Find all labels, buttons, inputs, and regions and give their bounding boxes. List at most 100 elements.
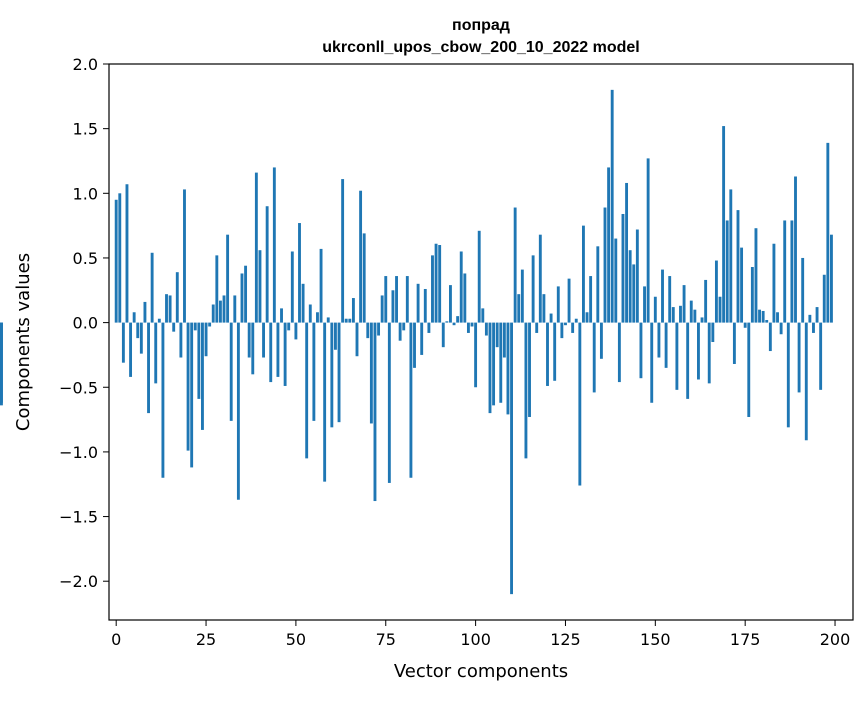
bar [179, 322, 183, 358]
bar [743, 322, 747, 328]
bar [492, 322, 496, 406]
x-tick-label: 75 [376, 630, 396, 649]
bar [434, 243, 438, 323]
bar [582, 225, 585, 323]
bar [556, 286, 560, 323]
bar [506, 322, 510, 415]
bar [366, 322, 370, 339]
bar [387, 322, 391, 483]
bar [686, 322, 690, 399]
y-tick-label: −1.5 [59, 508, 98, 527]
bar [449, 285, 452, 323]
bar [610, 89, 614, 323]
x-tick-label: 100 [460, 630, 491, 649]
bar [517, 294, 521, 323]
bar [657, 322, 661, 358]
bar [287, 322, 291, 331]
bar [236, 322, 240, 500]
bar [553, 322, 557, 381]
bar [758, 309, 761, 323]
x-tick-label: 175 [730, 630, 761, 649]
bar [341, 179, 345, 323]
bar [312, 322, 316, 421]
bar [377, 322, 381, 336]
bar [830, 234, 833, 323]
bar [226, 234, 230, 323]
y-tick-label: −1.0 [59, 443, 98, 462]
bar [747, 322, 751, 417]
bar [632, 264, 636, 323]
bar [617, 322, 621, 383]
bar [786, 322, 790, 428]
bar [427, 322, 431, 333]
bar [653, 296, 657, 323]
plot-frame [108, 63, 854, 621]
bar [488, 322, 492, 414]
bar [305, 322, 309, 459]
y-tick-label: 0.5 [73, 249, 98, 268]
bar [646, 158, 650, 323]
bar [549, 313, 553, 323]
bar [301, 283, 305, 323]
bar [776, 312, 779, 323]
bar [157, 318, 161, 323]
bar [348, 318, 352, 323]
bar [668, 276, 672, 323]
bar [801, 257, 805, 323]
bar [147, 322, 150, 414]
bar [603, 207, 607, 323]
bar [121, 322, 125, 363]
bar [621, 213, 625, 323]
bar [794, 176, 797, 323]
bar [531, 255, 535, 323]
bar [704, 279, 708, 323]
y-tick-label: 0.0 [73, 314, 98, 333]
bar [441, 322, 445, 348]
bar [495, 322, 499, 348]
bar [334, 322, 337, 350]
chart-subtitle: ukrconll_upos_cbow_200_10_2022 model [322, 39, 639, 56]
bar [143, 301, 147, 323]
bar [718, 296, 722, 323]
bar [431, 255, 434, 323]
bar [528, 322, 531, 417]
bar [808, 314, 812, 323]
bar [682, 285, 686, 323]
bar [254, 172, 258, 323]
bar [154, 322, 158, 384]
bar [466, 322, 470, 333]
bar [283, 322, 287, 386]
bar [819, 322, 823, 390]
y-tick-label: −2.0 [59, 572, 98, 591]
x-axis-label: Vector components [394, 661, 568, 682]
bar [474, 322, 478, 388]
bar [125, 184, 129, 323]
bar [355, 322, 359, 357]
bar [438, 245, 442, 323]
bar [797, 322, 801, 393]
bar [405, 276, 409, 323]
bar [190, 322, 194, 468]
bar [783, 220, 787, 323]
bar [510, 322, 513, 595]
bar [269, 322, 273, 383]
bar [280, 308, 283, 323]
bar [276, 322, 280, 377]
bar [700, 317, 704, 323]
bar [258, 250, 262, 323]
bar [420, 322, 424, 355]
bar [560, 322, 564, 339]
bar [423, 288, 427, 323]
bar [193, 322, 197, 331]
bar [272, 167, 276, 323]
bar [308, 304, 312, 323]
x-tick-label: 150 [640, 630, 671, 649]
bar [571, 322, 575, 333]
x-tick-label: 200 [820, 630, 851, 649]
bar [643, 286, 646, 323]
bar [535, 322, 539, 333]
bar [484, 322, 488, 336]
bar [542, 294, 546, 323]
bar [635, 229, 639, 323]
bar [578, 322, 582, 486]
